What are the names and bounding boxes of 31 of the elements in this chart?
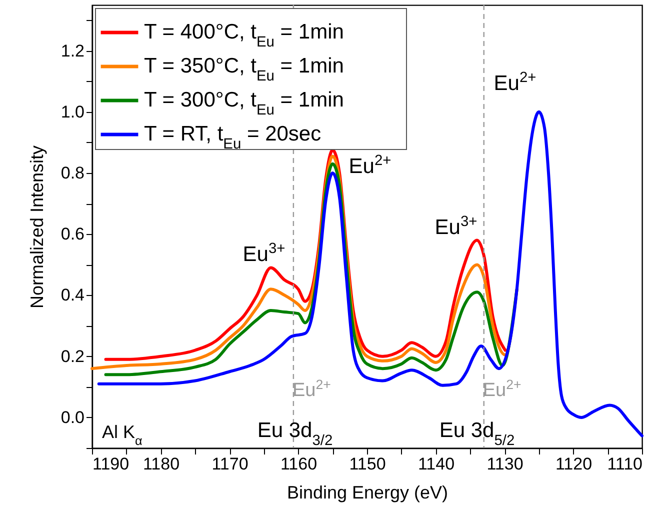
legend-label: T = RT, t$_{Eu}$ = 20sec [144,122,322,152]
y-tick-label: 0.2 [60,346,84,366]
x-tick-label: 1170 [212,454,248,474]
annotation: Eu 3d$_{3/2}$ [257,419,333,449]
x-tick-label: 1150 [349,454,386,474]
annotation: Eu$^{3+}$ [434,214,478,239]
legend-label: T = 350°C, t$_{Eu}$ = 1min [144,54,344,84]
x-tick-label: 1130 [486,454,524,474]
x-tick-label: 1160 [280,454,318,474]
annotation: Eu$^{3+}$ [242,241,286,266]
y-axis-title: Normalized Intensity [26,145,47,309]
y-tick-label: 0.0 [60,408,84,427]
y-tick-label: 0.8 [60,164,84,183]
x-tick-label: 1110 [607,454,642,474]
annotation: Eu$^{2+}$ [494,70,536,95]
ref-line-label: Eu$^{2+}$ [482,376,522,401]
x-tick-label: 1140 [418,454,455,474]
legend-label: T = 400°C, t$_{Eu}$ = 1min [144,20,344,50]
ref-line-label: Eu$^{2+}$ [292,376,332,401]
annotation: Eu 3d$_{5/2}$ [439,419,515,449]
x-tick-label: 1190 [92,454,130,474]
x-tick-label: 1180 [142,454,180,474]
legend-label: T = 300°C, t$_{Eu}$ = 1min [144,88,344,118]
y-tick-label: 0.4 [60,286,84,305]
y-tick-label: 0.6 [60,224,84,244]
y-tick-label: 1.0 [60,102,84,122]
annotation: Al K$_{α}$ [102,422,142,448]
x-axis-title: Binding Energy (eV) [286,482,448,502]
x-tick-label: 1120 [555,454,592,474]
annotation: Eu$^{2+}$ [348,153,392,178]
y-tick-label: 1.2 [60,41,84,60]
